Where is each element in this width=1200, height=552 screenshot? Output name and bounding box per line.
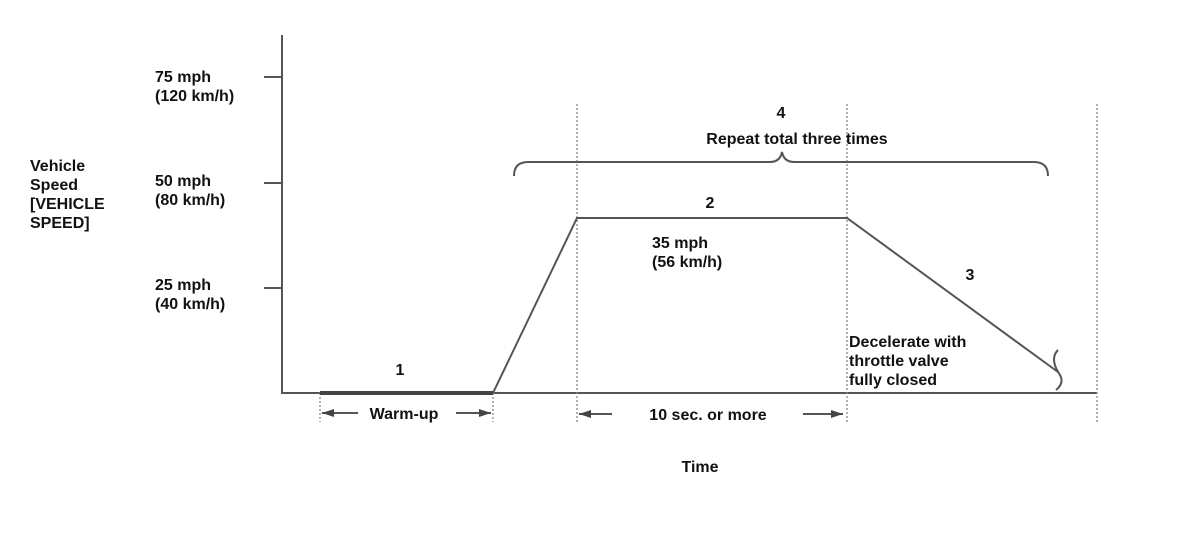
warmup-duration-arrow bbox=[322, 409, 491, 417]
step3-note-line3: fully closed bbox=[849, 372, 937, 389]
y-tick-label-75-mph: 75 mph bbox=[155, 69, 211, 86]
step4-number: 4 bbox=[777, 105, 786, 122]
step3-note-line2: throttle valve bbox=[849, 353, 949, 370]
y-axis-label-line2: Speed bbox=[30, 177, 78, 194]
y-tick-label-50-kmh: (80 km/h) bbox=[155, 192, 225, 209]
step3-note-line1: Decelerate with bbox=[849, 334, 966, 351]
y-axis-label-line3: [VEHICLE bbox=[30, 196, 105, 213]
step2-speed-mph: 35 mph bbox=[652, 235, 708, 252]
y-tick-label-75-kmh: (120 km/h) bbox=[155, 88, 234, 105]
repeat-brace bbox=[513, 151, 1049, 177]
y-tick-label-25-kmh: (40 km/h) bbox=[155, 296, 225, 313]
y-axis-label-line4: SPEED] bbox=[30, 215, 90, 232]
step3-number: 3 bbox=[966, 267, 975, 284]
x-axis-label: Time bbox=[681, 459, 718, 476]
step2-number: 2 bbox=[706, 195, 715, 212]
repeat-squiggle bbox=[1053, 349, 1063, 391]
step2-speed-kmh: (56 km/h) bbox=[652, 254, 722, 271]
step2-duration-arrow bbox=[579, 410, 843, 418]
step2-duration: 10 sec. or more bbox=[649, 407, 767, 424]
step4-note: Repeat total three times bbox=[706, 131, 887, 148]
y-tick-label-25-mph: 25 mph bbox=[155, 277, 211, 294]
y-tick-label-50-mph: 50 mph bbox=[155, 173, 211, 190]
y-axis-label-line1: Vehicle bbox=[30, 158, 85, 175]
step1-duration: Warm-up bbox=[370, 406, 439, 423]
step1-number: 1 bbox=[396, 362, 405, 379]
speed-profile bbox=[492, 217, 1059, 394]
